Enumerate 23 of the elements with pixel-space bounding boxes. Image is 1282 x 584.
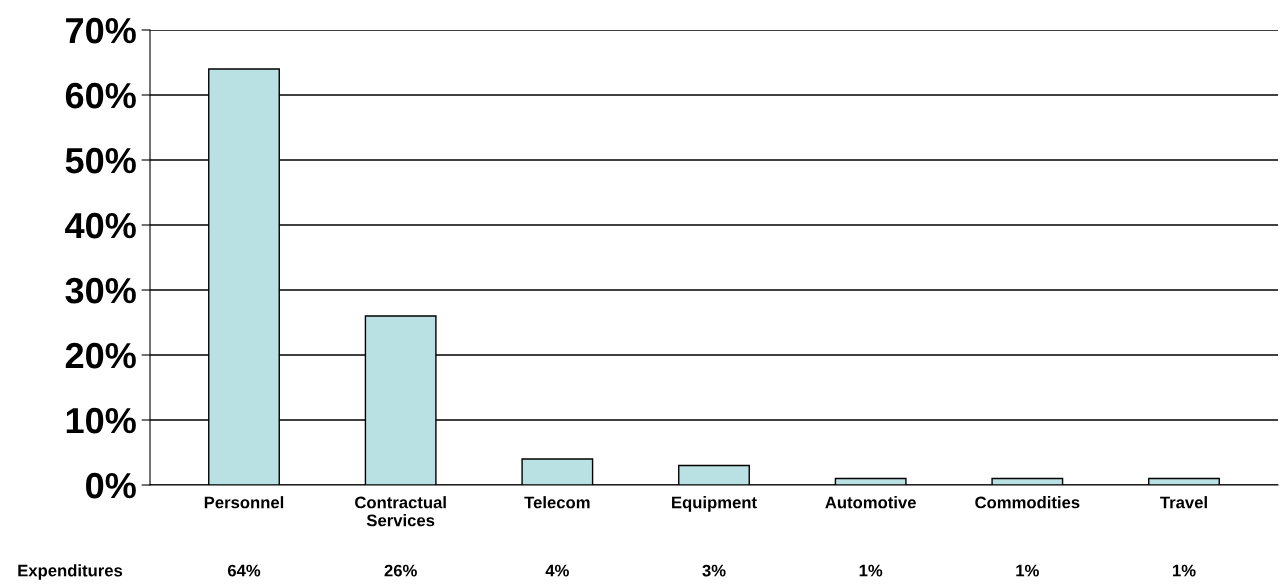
- y-tick-label: 50%: [65, 147, 136, 174]
- y-tick-label: 40%: [65, 212, 136, 239]
- x-tick-label: Personnel: [204, 496, 284, 509]
- data-label: 3%: [702, 564, 726, 577]
- y-tick-label: 30%: [65, 277, 136, 304]
- x-tick-label: Equipment: [672, 496, 757, 512]
- data-label: 26%: [384, 564, 417, 577]
- y-tick-label: 60%: [65, 82, 136, 109]
- x-tick-label: Contractual Services: [355, 496, 446, 527]
- y-tick-label: 0%: [86, 472, 136, 499]
- y-tick-label: 70%: [66, 17, 136, 44]
- data-label: 1%: [1173, 564, 1196, 577]
- data-label: 4%: [545, 564, 569, 577]
- x-tick-label: Automotive: [825, 496, 916, 509]
- data-label: 1%: [1016, 564, 1039, 577]
- x-tick-label: Travel: [1160, 496, 1207, 509]
- data-label: 1%: [859, 564, 883, 577]
- text: Expenditures: [18, 564, 123, 580]
- x-tick-label: Telecom: [524, 496, 590, 509]
- data-label: 64%: [227, 564, 261, 577]
- y-tick-label: 20%: [65, 342, 136, 369]
- x-tick-label: Commodities: [975, 496, 1080, 509]
- y-tick-label: 10%: [66, 407, 136, 434]
